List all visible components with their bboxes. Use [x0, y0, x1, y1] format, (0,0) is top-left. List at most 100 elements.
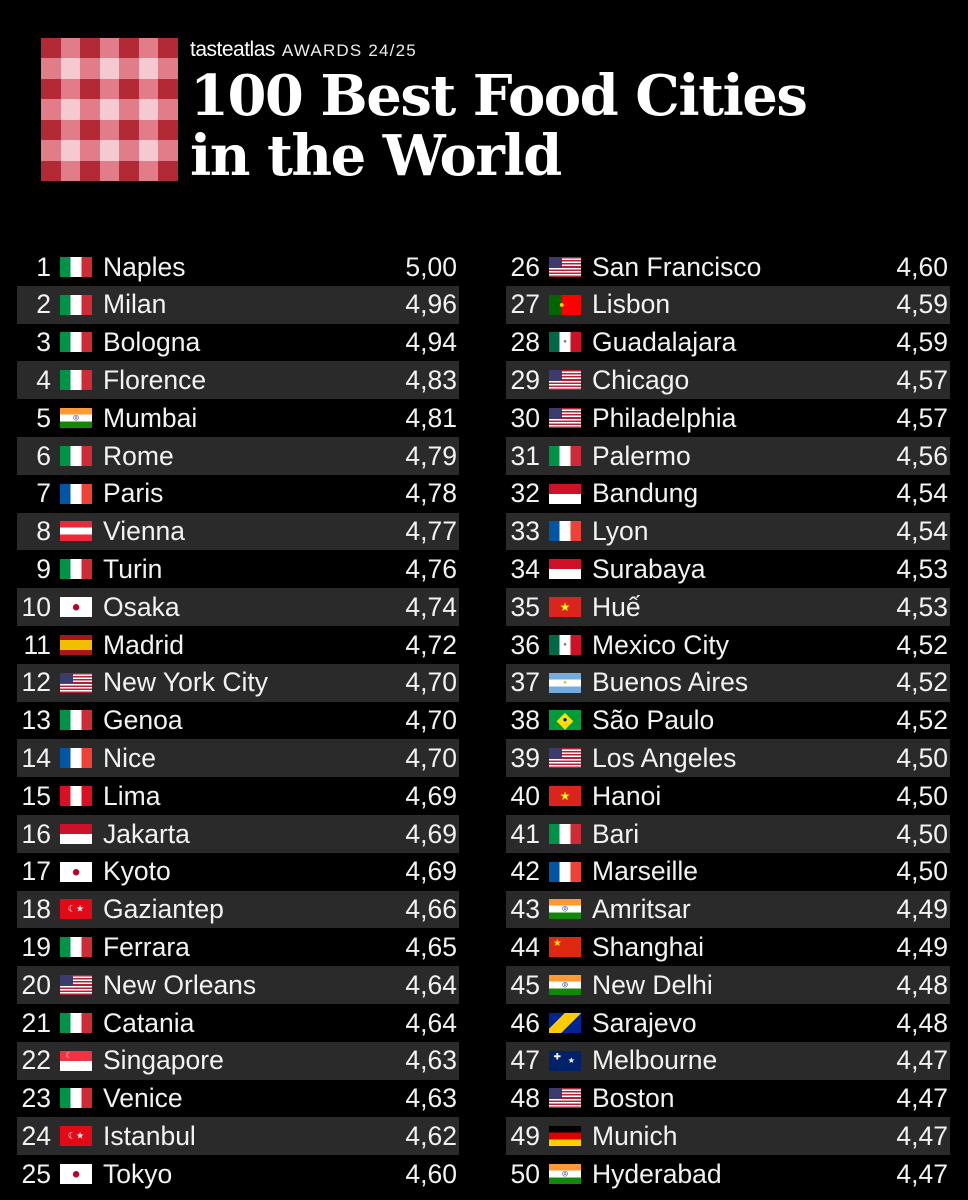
rank-number: 40 [510, 780, 540, 811]
rank-number: 21 [21, 1007, 51, 1038]
rank-number: 39 [510, 743, 540, 773]
rank-number: 41 [510, 818, 540, 849]
ranking-row: 18 ☾★ Gaziantep 4,66 [17, 890, 459, 929]
rank-number: 6 [36, 440, 51, 471]
ranking-row: 22 ☾ Singapore 4,63 [17, 1041, 459, 1080]
flag-mx-icon: ● [549, 332, 581, 353]
city-name: Tokyo [103, 1158, 173, 1189]
flag-it-icon [60, 370, 92, 391]
ranking-row: 42 Marseille 4,50 [506, 853, 950, 891]
rank-number: 44 [510, 931, 540, 962]
city-name: New York City [103, 667, 268, 698]
flag-sg-icon: ☾ [60, 1050, 92, 1071]
city-score: 4,72 [405, 629, 457, 660]
rank-number: 47 [510, 1045, 540, 1076]
city-name: Rome [103, 440, 174, 471]
city-score: 4,48 [896, 1007, 948, 1038]
ranking-row: 47 ✚ ★ Melbourne 4,47 [506, 1041, 950, 1080]
rank-number: 12 [21, 667, 51, 698]
rank-number: 22 [21, 1045, 51, 1076]
city-name: Guadalajara [592, 327, 737, 358]
rank-number: 17 [21, 856, 51, 887]
ranking-row: 44 ★ Shanghai 4,49 [506, 928, 950, 966]
rank-number: 1 [36, 251, 51, 282]
ranking-row: 33 Lyon 4,54 [506, 512, 950, 551]
city-name: Hyderabad [592, 1158, 722, 1189]
city-score: 4,76 [405, 554, 457, 585]
ranking-row: 48 Boston 4,47 [506, 1080, 950, 1118]
ranking-row: 13 Genoa 4,70 [17, 702, 459, 740]
city-name: Lyon [592, 516, 649, 547]
ranking-row: 32 Bandung 4,54 [506, 475, 950, 513]
city-name: Turin [103, 554, 163, 585]
ranking-row: 17 ● Kyoto 4,69 [17, 853, 459, 891]
ranking-row: 16 Jakarta 4,69 [17, 814, 459, 853]
city-name: Kyoto [103, 856, 171, 887]
flag-fr-icon [60, 748, 92, 769]
flag-vn-icon: ★ [549, 786, 581, 807]
city-score: 4,81 [405, 402, 457, 433]
rank-number: 28 [510, 327, 540, 358]
flag-br-icon: ◆ ● [549, 710, 581, 731]
city-name: Ferrara [103, 931, 190, 962]
city-score: 4,48 [896, 969, 948, 1000]
city-score: 4,52 [896, 667, 948, 698]
city-name: San Francisco [592, 251, 762, 282]
flag-fr-icon [60, 483, 92, 504]
rank-number: 37 [510, 667, 540, 698]
rank-number: 26 [510, 251, 540, 282]
flag-it-icon [60, 1088, 92, 1109]
ranking-row: 24 ☾★ Istanbul 4,62 [17, 1117, 459, 1156]
city-score: 4,50 [896, 856, 948, 887]
ranking-row: 36 ● Mexico City 4,52 [506, 626, 950, 664]
rank-number: 20 [21, 969, 51, 1000]
ranking-row: 38 ◆ ● São Paulo 4,52 [506, 702, 950, 740]
city-score: 4,63 [405, 1083, 457, 1114]
city-name: Florence [103, 365, 207, 396]
city-score: 4,62 [405, 1120, 457, 1151]
city-score: 4,70 [405, 667, 457, 698]
city-score: 4,54 [896, 516, 948, 547]
city-score: 4,47 [896, 1045, 948, 1076]
city-score: 4,79 [405, 440, 457, 471]
rank-number: 5 [36, 402, 51, 433]
flag-us-icon [549, 256, 581, 277]
brand-name: tasteatlas [190, 38, 275, 61]
ranking-row: 39 Los Angeles 4,50 [506, 739, 950, 778]
flag-in-icon: ◎ [60, 408, 92, 429]
flag-ar-icon: ● [549, 672, 581, 693]
city-score: 4,96 [405, 289, 457, 320]
flag-it-icon [60, 710, 92, 731]
city-score: 4,60 [896, 251, 948, 282]
city-name: Mexico City [592, 629, 729, 660]
ranking-row: 6 Rome 4,79 [17, 436, 459, 475]
city-score: 4,52 [896, 705, 948, 736]
rank-number: 15 [21, 780, 51, 811]
flag-jp-icon: ● [60, 597, 92, 618]
city-name: Osaka [103, 591, 180, 622]
flag-mx-icon: ● [549, 634, 581, 655]
flag-cn-icon: ★ [549, 937, 581, 958]
city-name: Shanghai [592, 931, 704, 962]
city-name: Bari [592, 818, 640, 849]
city-score: 4,59 [896, 327, 948, 358]
ranking-row: 43 ◎ Amritsar 4,49 [506, 890, 950, 929]
city-name: Nice [103, 743, 157, 773]
rank-number: 30 [510, 402, 540, 433]
ranking-row: 14 Nice 4,70 [17, 739, 459, 778]
flag-us-icon [549, 370, 581, 391]
rank-number: 8 [36, 516, 51, 547]
city-name: Catania [103, 1007, 195, 1038]
flag-it-icon [60, 256, 92, 277]
city-score: 4,47 [896, 1083, 948, 1114]
ranking-row: 4 Florence 4,83 [17, 361, 459, 400]
rank-number: 42 [510, 856, 540, 887]
city-score: 4,64 [405, 1007, 457, 1038]
flag-jp-icon: ● [60, 861, 92, 882]
ranking-row: 46 Sarajevo 4,48 [506, 1004, 950, 1042]
ranking-row: 20 New Orleans 4,64 [17, 966, 459, 1004]
ranking-row: 23 Venice 4,63 [17, 1080, 459, 1118]
rank-number: 18 [21, 894, 51, 925]
city-name: Istanbul [103, 1120, 196, 1151]
city-score: 4,53 [896, 591, 948, 622]
